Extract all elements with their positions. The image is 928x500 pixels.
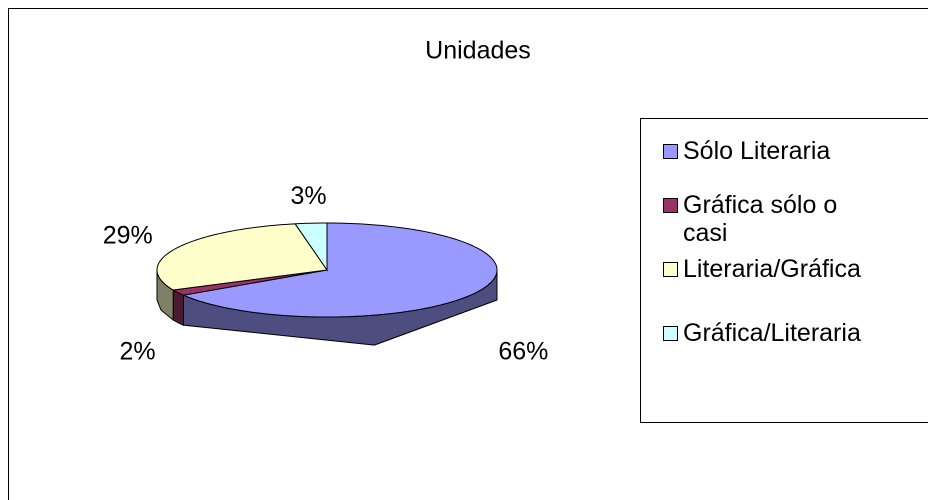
legend-item: Gráfica sólo o casi bbox=[663, 191, 883, 247]
legend-swatch bbox=[663, 144, 678, 159]
slice bbox=[294, 222, 328, 272]
legend-swatch bbox=[663, 198, 678, 213]
legend-item: Gráfica/Literaria bbox=[663, 319, 883, 347]
data-label: 3% bbox=[291, 182, 327, 210]
frame bbox=[8, 8, 928, 500]
legend-label: Gráfica sólo o casi bbox=[683, 191, 838, 247]
chart-title: Unidades bbox=[425, 37, 531, 65]
legend-label: Gráfica/Literaria bbox=[683, 319, 861, 347]
slice-side bbox=[172, 289, 184, 326]
legend-swatch bbox=[663, 326, 678, 341]
legend-label: Sólo Literaria bbox=[683, 137, 831, 165]
legend-swatch bbox=[663, 262, 678, 277]
legend: Sólo Literaria Gráfica sólo o casi Literar… bbox=[640, 118, 928, 423]
data-label: 66% bbox=[498, 338, 548, 366]
legend-item: Literaria/Gráfica bbox=[663, 255, 883, 283]
legend-label: Literaria/Gráfica bbox=[683, 255, 861, 283]
legend-item: Sólo Literaria bbox=[663, 137, 883, 165]
slice bbox=[181, 222, 498, 318]
slice bbox=[156, 223, 328, 291]
data-label: 29% bbox=[103, 222, 153, 250]
data-label: 2% bbox=[120, 338, 156, 366]
